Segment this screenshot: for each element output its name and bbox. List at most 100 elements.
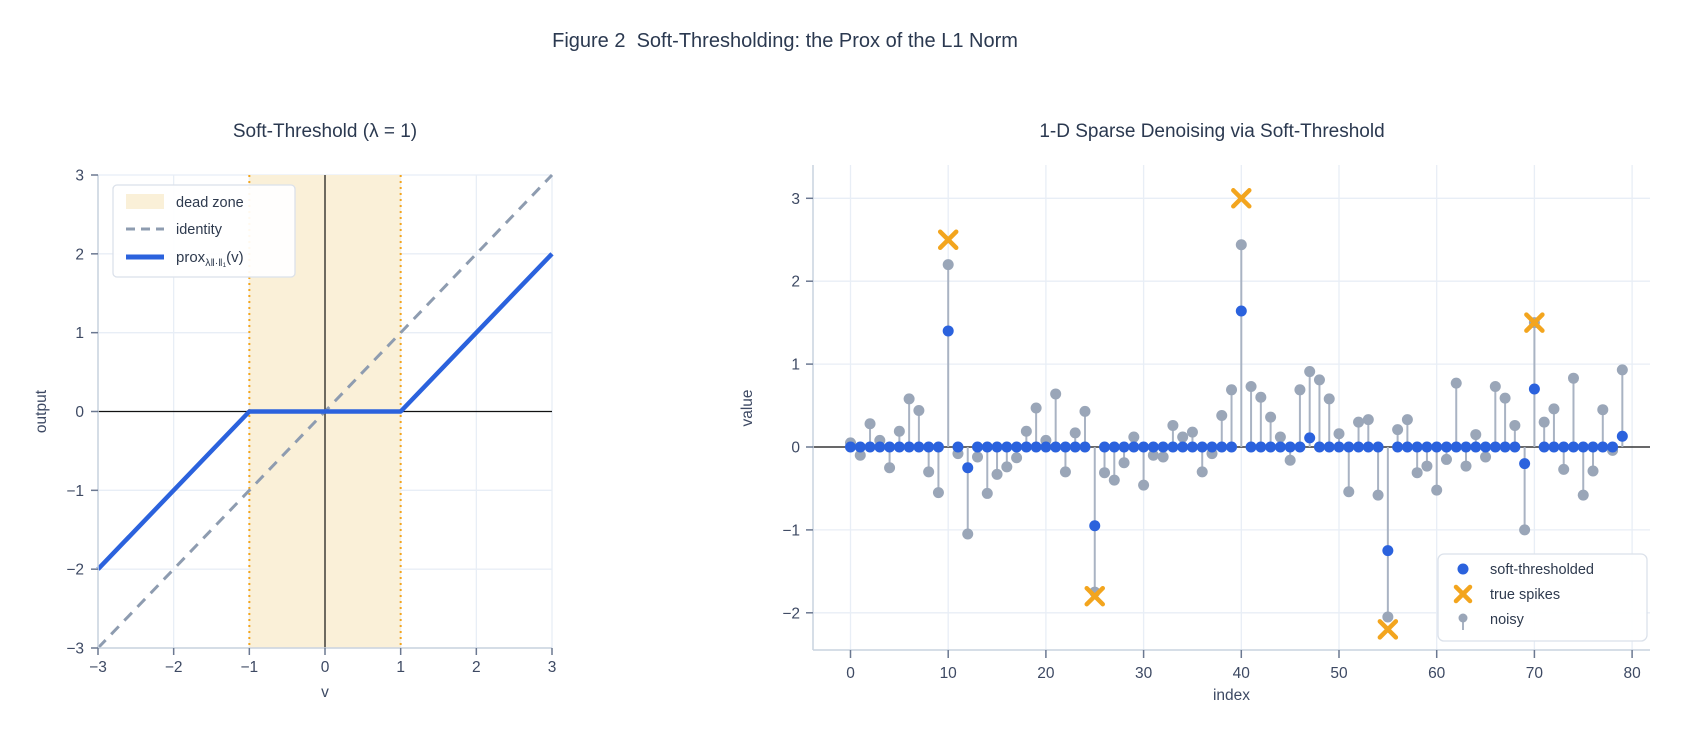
- soft-thresholded-dot: [1548, 441, 1560, 453]
- noisy-dot: [1255, 391, 1267, 403]
- right-legend: soft-thresholded true spikes noisy: [1437, 553, 1648, 642]
- soft-thresholded-dot: [1274, 441, 1286, 453]
- soft-thresholded-dot: [874, 441, 886, 453]
- soft-thresholded-dot: [1616, 430, 1628, 442]
- noisy-dot: [1343, 486, 1355, 498]
- soft-thresholded-dot: [952, 441, 964, 453]
- soft-thresholded-dot: [1157, 441, 1169, 453]
- noisy-dot: [1001, 461, 1013, 473]
- soft-thresholded-dot: [1177, 441, 1189, 453]
- y-tick-label: 3: [791, 191, 800, 208]
- noisy-dot: [1519, 524, 1531, 536]
- soft-thresholded-dot: [1587, 441, 1599, 453]
- noisy-dot: [1597, 404, 1609, 416]
- y-tick-label: −1: [782, 522, 800, 539]
- soft-thresholded-dot: [1313, 441, 1325, 453]
- soft-thresholded-dot: [1118, 441, 1130, 453]
- x-tick-label: 20: [1037, 665, 1055, 682]
- noisy-dot: [1147, 449, 1159, 461]
- soft-thresholded-dot: [1206, 441, 1218, 453]
- legend-marker-true-spikes: [1453, 584, 1473, 604]
- soft-thresholded-dot: [893, 441, 905, 453]
- noisy-dot: [1333, 428, 1345, 440]
- soft-thresholded-dot: [1353, 441, 1365, 453]
- noisy-dot: [1030, 402, 1042, 414]
- noisy-dot: [1440, 453, 1452, 465]
- noisy-dot: [1401, 414, 1413, 426]
- soft-thresholded-dot: [1030, 441, 1042, 453]
- noisy-dot: [1392, 424, 1404, 436]
- y-tick-label: 3: [75, 168, 84, 185]
- soft-thresholded-dots: [845, 305, 1628, 557]
- noisy-dot: [1118, 457, 1130, 469]
- noisy-dot: [1050, 388, 1062, 400]
- noisy-dot: [942, 259, 954, 271]
- y-tick-label: 2: [791, 274, 800, 291]
- soft-thresholded-dot: [1519, 458, 1531, 470]
- x-axis-label: index: [1213, 687, 1250, 704]
- soft-thresholded-dot: [913, 441, 925, 453]
- soft-thresholded-dot: [1079, 441, 1091, 453]
- noisy-dot: [1079, 405, 1091, 417]
- soft-thresholded-dot: [1235, 305, 1247, 317]
- x-tick-label: 3: [548, 659, 557, 676]
- noisy-dot: [1284, 454, 1296, 466]
- soft-thresholded-dot: [1001, 441, 1013, 453]
- soft-thresholded-dot: [1392, 441, 1404, 453]
- soft-thresholded-dot: [1138, 441, 1150, 453]
- soft-thresholded-dot: [1607, 441, 1619, 453]
- x-tick-label: 1: [396, 659, 405, 676]
- soft-thresholded-dot: [1382, 545, 1394, 557]
- noisy-dot: [1138, 479, 1150, 491]
- noisy-dot: [884, 462, 896, 474]
- noisy-dot: [962, 528, 974, 540]
- noisy-dot: [932, 487, 944, 499]
- y-tick-label: 1: [75, 325, 84, 342]
- legend-label-prox: proxλ‖·‖₁(v): [176, 249, 244, 269]
- noisy-dot: [972, 451, 984, 463]
- right-axis-labels: 0 10 20 30 40 50 60 70 80 −2 −1 0 1 2 3 index value: [739, 191, 1641, 704]
- noisy-dot: [1304, 366, 1316, 378]
- soft-thresholded-dot: [1528, 383, 1540, 395]
- x-tick-label: 50: [1330, 665, 1348, 682]
- noisy-dot: [1538, 416, 1550, 428]
- noisy-dot: [1382, 611, 1394, 623]
- soft-thresholded-dot: [1245, 441, 1257, 453]
- noisy-dot: [1431, 484, 1443, 496]
- soft-thresholded-dot: [1558, 441, 1570, 453]
- noisy-dot: [1509, 419, 1521, 431]
- y-tick-label: −2: [66, 562, 84, 579]
- soft-thresholded-dot: [1401, 441, 1413, 453]
- noisy-stems: [849, 244, 1624, 617]
- noisy-dot: [1421, 460, 1433, 472]
- soft-thresholded-dot: [1226, 441, 1238, 453]
- noisy-dot: [1587, 465, 1599, 477]
- y-tick-label: 2: [75, 246, 84, 263]
- noisy-dot: [1450, 377, 1462, 389]
- soft-thresholded-dot: [864, 441, 876, 453]
- x-tick-label: 80: [1623, 665, 1641, 682]
- noisy-dot: [1323, 393, 1335, 405]
- soft-thresholded-dot: [1411, 441, 1423, 453]
- right-axis-ticks: [806, 197, 1633, 658]
- x-tick-label: 30: [1135, 665, 1153, 682]
- soft-thresholded-dot: [1489, 441, 1501, 453]
- noisy-dot: [1265, 411, 1277, 423]
- noisy-dots: [845, 239, 1628, 623]
- noisy-dot: [1616, 364, 1628, 376]
- noisy-dot: [1353, 416, 1365, 428]
- noisy-dot: [981, 487, 993, 499]
- noisy-dot: [991, 468, 1003, 480]
- soft-thresholded-dot: [1499, 441, 1511, 453]
- soft-thresholded-dot: [1196, 441, 1208, 453]
- soft-thresholded-dot: [1343, 441, 1355, 453]
- noisy-dot: [1216, 409, 1228, 421]
- noisy-dot: [1099, 467, 1111, 479]
- noisy-dot: [1157, 451, 1169, 463]
- soft-thresholded-dot: [1567, 441, 1579, 453]
- noisy-dot: [1167, 419, 1179, 431]
- noisy-dot: [913, 405, 925, 417]
- noisy-dot: [1108, 474, 1120, 486]
- noisy-dot: [1567, 372, 1579, 384]
